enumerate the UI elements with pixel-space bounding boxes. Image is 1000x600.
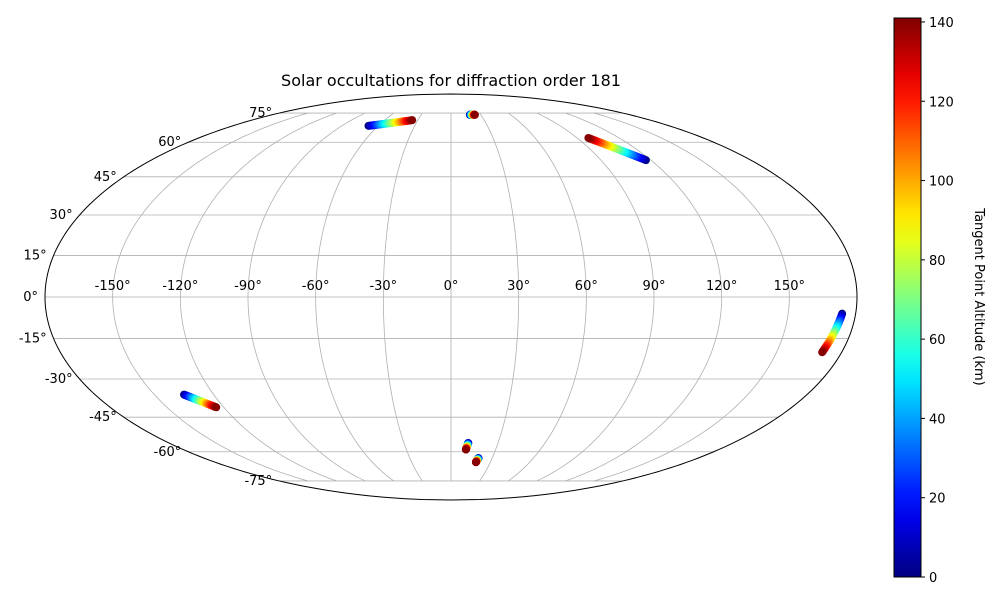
lon-tick-label: 150°	[774, 279, 805, 294]
lon-tick-label: 30°	[507, 279, 530, 294]
colorbar-label: Tangent Point Altitude (km)	[971, 207, 986, 385]
lon-tick-label: -150°	[95, 279, 131, 294]
colorbar-tick-label: 120	[929, 95, 954, 110]
lat-tick-label: 75°	[249, 106, 272, 121]
chart-title: Solar occultations for diffraction order…	[281, 71, 621, 90]
lat-tick-label: 30°	[50, 208, 73, 223]
colorbar-tick-label: 140	[929, 16, 954, 31]
occultation-point	[584, 133, 593, 142]
colorbar-gradient	[893, 17, 922, 578]
lat-tick-label: 0°	[23, 290, 38, 305]
lat-tick-label: -60°	[154, 445, 182, 460]
colorbar-tick-label: 0	[929, 571, 937, 586]
occultation-point	[212, 403, 221, 412]
lon-tick-label: -90°	[234, 279, 262, 294]
occultation-point	[461, 445, 470, 454]
colorbar-ticks: 0 20 40 60 80 100 120 140	[921, 16, 954, 586]
occultation-point	[408, 116, 417, 125]
lat-tick-label: -45°	[89, 410, 117, 425]
lon-tick-label: 60°	[575, 279, 598, 294]
colorbar-tick-label: 60	[929, 333, 946, 348]
occultation-point	[471, 458, 480, 467]
lon-tick-label: 0°	[444, 279, 459, 294]
map-boundary	[44, 93, 858, 501]
lat-tick-label: 60°	[158, 135, 181, 150]
graticule	[45, 112, 857, 482]
colorbar-tick-label: 100	[929, 175, 954, 190]
lat-tick-label: -15°	[19, 332, 47, 347]
lon-tick-label: 120°	[706, 279, 737, 294]
lon-tick-label: -30°	[369, 279, 397, 294]
longitude-tick-labels: -150° -120° -90° -60° -30° 0° 30° 60° 90° 120° 150…	[95, 279, 805, 294]
mollweide-map: -150° -120° -90° -60° -30° 0° 30° 60° 90° 120° 150…	[19, 93, 858, 501]
colorbar-tick-label: 40	[929, 412, 946, 427]
lon-tick-label: -60°	[302, 279, 330, 294]
occultation-point	[470, 110, 479, 119]
latitude-tick-labels: 75° 60° 45° 30° 15° 0° -15° -30° -45° -60° -75°	[19, 106, 272, 489]
colorbar: 0 20 40 60 80 100 120 140 Tangent Point Altitud…	[893, 16, 986, 586]
colorbar-tick-label: 80	[929, 254, 946, 269]
lon-tick-label: 90°	[642, 279, 665, 294]
lat-tick-label: -30°	[45, 372, 73, 387]
colorbar-tick-label: 20	[929, 492, 946, 507]
lat-tick-label: -75°	[244, 474, 272, 489]
occultation-point	[818, 348, 827, 357]
lon-tick-label: -120°	[162, 279, 198, 294]
lat-tick-label: 45°	[94, 170, 117, 185]
lat-tick-label: 15°	[24, 248, 47, 263]
occultation-points	[180, 110, 847, 467]
